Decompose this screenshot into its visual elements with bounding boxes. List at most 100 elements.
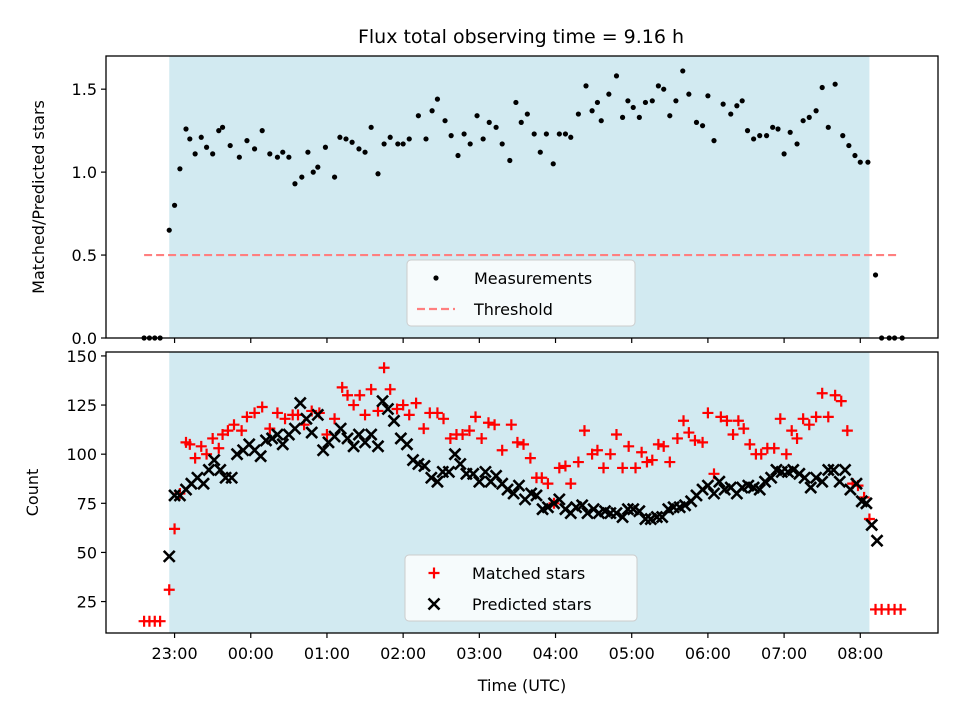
matched-point bbox=[329, 413, 341, 425]
predicted-point bbox=[621, 502, 635, 516]
measurement-point bbox=[852, 152, 858, 159]
predicted-point bbox=[786, 463, 800, 477]
predicted-point bbox=[865, 518, 879, 532]
measurement-point bbox=[203, 144, 210, 150]
measurement-point bbox=[757, 133, 763, 139]
measurement-point bbox=[598, 118, 604, 124]
measurement-point bbox=[613, 73, 620, 79]
measurement-point bbox=[368, 124, 374, 130]
matched-point bbox=[786, 425, 798, 437]
x-tick-label: 08:00 bbox=[837, 644, 883, 663]
measurement-point bbox=[299, 174, 305, 180]
measurement-point bbox=[763, 133, 770, 139]
measurement-point bbox=[720, 101, 726, 107]
matched-point bbox=[755, 448, 767, 460]
predicted-point bbox=[678, 498, 692, 512]
measurement-point bbox=[524, 111, 530, 117]
measurement-point bbox=[630, 104, 636, 111]
predicted-point bbox=[712, 475, 726, 489]
matched-point bbox=[354, 389, 366, 401]
predicted-point bbox=[305, 426, 319, 439]
matched-point bbox=[697, 436, 709, 448]
matched-point bbox=[678, 415, 690, 427]
matched-point bbox=[431, 407, 443, 419]
matched-point bbox=[636, 446, 648, 458]
predicted-point bbox=[833, 475, 847, 489]
predicted-point bbox=[798, 471, 812, 485]
matched-point bbox=[496, 444, 508, 456]
measurement-point bbox=[198, 134, 204, 140]
matched-point bbox=[201, 448, 213, 460]
measurement-point bbox=[236, 154, 242, 160]
matched-point bbox=[727, 429, 739, 441]
measurement-point bbox=[474, 113, 480, 119]
matched-point bbox=[418, 423, 430, 435]
top-panel: 0.0 0.5 1.0 1.5 Matched/Predicted stars Measu… bbox=[29, 55, 939, 348]
measurement-point bbox=[280, 149, 286, 155]
matched-point bbox=[630, 462, 642, 474]
matched-point bbox=[222, 425, 234, 437]
measurement-point bbox=[480, 136, 486, 142]
predicted-point bbox=[581, 506, 594, 520]
predicted-point bbox=[827, 463, 841, 477]
measurement-point bbox=[531, 131, 537, 137]
matched-point bbox=[264, 423, 276, 435]
matched-point bbox=[403, 409, 415, 421]
predicted-point bbox=[424, 471, 438, 485]
matched-point bbox=[489, 419, 501, 431]
measurement-point bbox=[562, 131, 569, 137]
x-tick-label: 01:00 bbox=[304, 644, 350, 663]
measurement-point bbox=[381, 141, 387, 147]
measurement-point bbox=[734, 103, 740, 109]
matched-point bbox=[542, 478, 554, 490]
predicted-point bbox=[753, 483, 767, 496]
measurement-point bbox=[751, 136, 757, 142]
matched-point bbox=[228, 419, 240, 431]
predicted-point bbox=[541, 500, 555, 514]
predicted-point bbox=[453, 457, 467, 471]
measurement-point bbox=[550, 161, 556, 167]
matched-point bbox=[689, 434, 701, 446]
matched-point bbox=[410, 397, 422, 409]
measurement-point bbox=[543, 131, 549, 137]
matched-point bbox=[610, 429, 622, 441]
predicted-point bbox=[616, 510, 629, 524]
matched-point bbox=[822, 411, 834, 423]
predicted-point bbox=[162, 549, 176, 563]
matched-point bbox=[565, 478, 577, 490]
series-predicted-stars bbox=[162, 394, 884, 563]
matched-point bbox=[578, 425, 590, 437]
matched-point bbox=[249, 407, 261, 419]
measurement-point bbox=[649, 98, 655, 104]
predicted-point bbox=[197, 477, 210, 491]
y-tick-label: 25 bbox=[77, 593, 97, 612]
measurement-point bbox=[493, 124, 499, 130]
matched-point bbox=[154, 615, 166, 627]
predicted-point bbox=[381, 402, 395, 416]
predicted-point bbox=[821, 463, 835, 477]
measurement-point bbox=[192, 151, 198, 157]
predicted-point bbox=[293, 396, 307, 410]
measurement-point bbox=[183, 126, 189, 132]
legend: Matched stars Predicted stars bbox=[404, 554, 638, 622]
predicted-point bbox=[448, 447, 462, 461]
measurement-point bbox=[292, 181, 298, 187]
predicted-point bbox=[758, 475, 772, 489]
legend-box bbox=[406, 259, 636, 327]
measurement-point bbox=[661, 86, 667, 92]
measurement-point bbox=[781, 151, 787, 157]
matched-point bbox=[774, 413, 786, 425]
measurement-point bbox=[244, 138, 250, 144]
predicted-point bbox=[809, 471, 823, 485]
measurement-point bbox=[625, 98, 631, 104]
legend: Measurements Threshold bbox=[406, 259, 636, 327]
matched-point bbox=[365, 383, 377, 395]
measurement-point bbox=[177, 166, 183, 172]
matched-point bbox=[641, 456, 653, 468]
measurement-point bbox=[619, 114, 626, 120]
measurement-point bbox=[343, 136, 349, 142]
predicted-point bbox=[207, 453, 221, 467]
matched-point bbox=[553, 462, 565, 474]
y-axis-label: Matched/Predicted stars bbox=[29, 100, 48, 294]
matched-point bbox=[511, 436, 523, 448]
